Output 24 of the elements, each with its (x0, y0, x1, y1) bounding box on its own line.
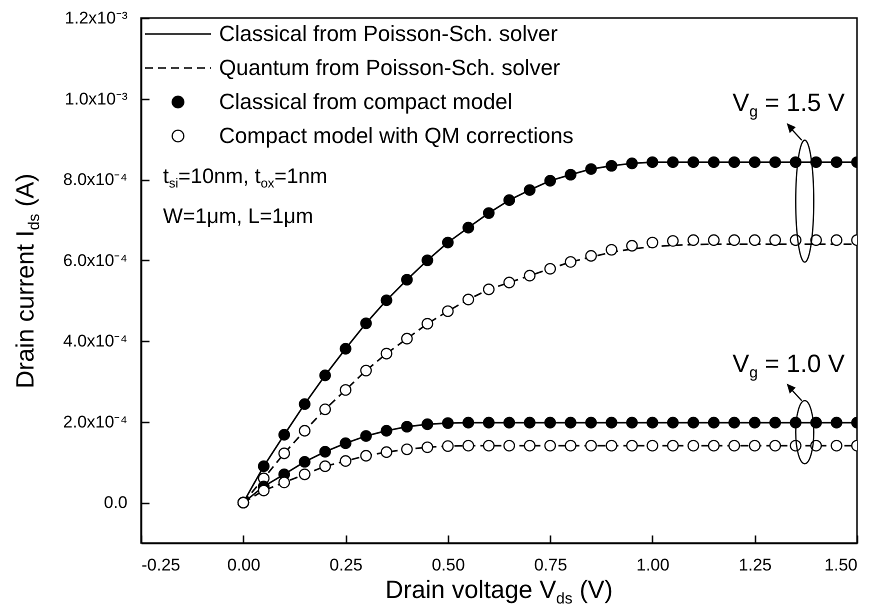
legend-label: Classical from compact model (219, 89, 512, 114)
y-tick-label: 6.0x10⁻⁴ (63, 250, 128, 270)
y-tick-label: 1.0x10⁻³ (64, 89, 128, 108)
x-tick-label: 0.75 (534, 556, 568, 574)
y-tick-label: 4.0x10⁻⁴ (63, 332, 128, 351)
y-tick-label: 0.0 (104, 493, 128, 512)
annotation: t$_{si}$=10nm, t$_{ox}$=1nm (163, 165, 328, 191)
x-tick-label: 0.50 (432, 556, 465, 574)
legend-label: Compact model with QM corrections (219, 123, 574, 148)
x-tick-label: 1.00 (636, 556, 670, 574)
x-tick-label: 0.00 (227, 556, 260, 574)
annotation: V$_{g}$ = 1.5 V (732, 89, 845, 121)
x-tick-label: -0.25 (142, 556, 180, 574)
x-tick-label: 1.50 (824, 556, 858, 574)
x-tick-label: 0.25 (330, 556, 363, 574)
y-tick-label: 2.0x10⁻⁴ (63, 412, 128, 432)
y-tick-label: 1.2x10⁻³ (64, 8, 128, 28)
annotation: V$_{g}$ = 1.0 V (732, 350, 845, 382)
x-axis-title: Drain voltage V$_{ds}$ (V) (385, 576, 613, 608)
annotation: W=1μm, L=1μm (163, 205, 314, 228)
x-tick-label: 1.25 (738, 556, 772, 574)
legend-label: Quantum from Poisson-Sch. solver (219, 55, 560, 80)
legend-label: Classical from Poisson-Sch. solver (219, 21, 558, 46)
y-tick-label: 8.0x10⁻⁴ (63, 170, 128, 190)
